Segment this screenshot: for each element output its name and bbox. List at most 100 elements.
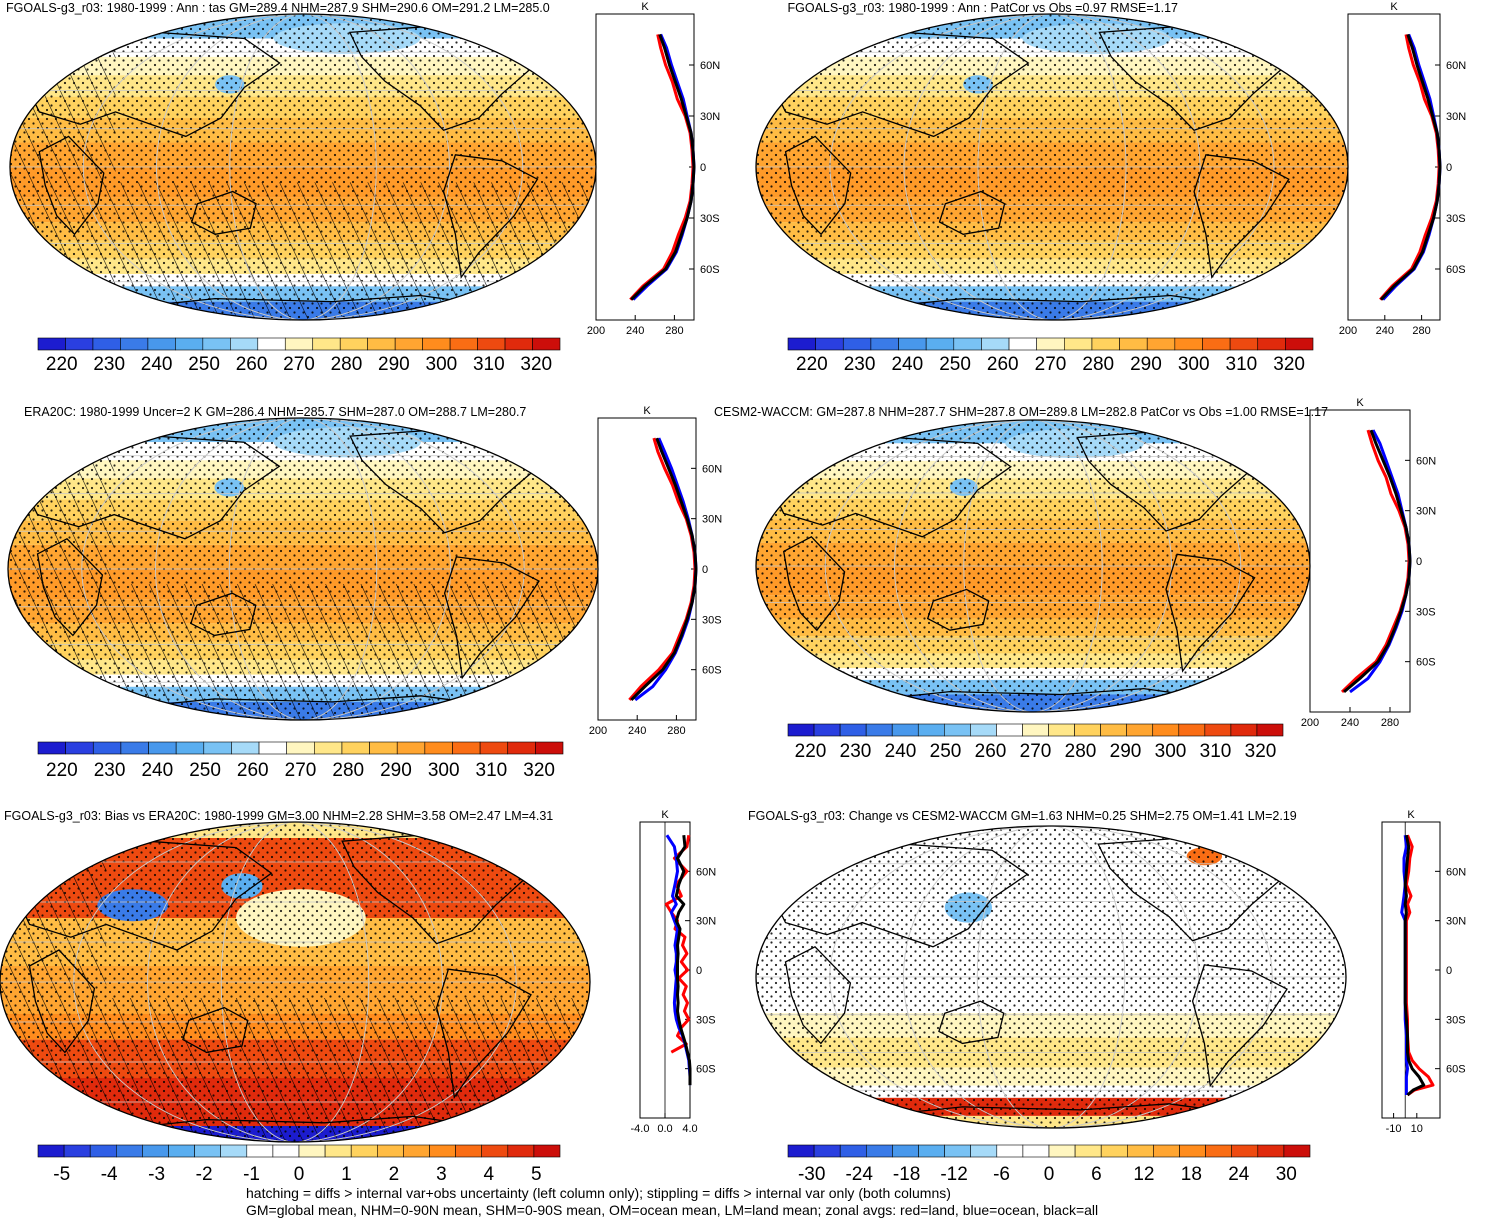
zonal-x-label: 240 (628, 725, 646, 737)
colorbar-tick-label: -18 (893, 1164, 920, 1185)
colorbar-swatch (787, 723, 815, 737)
zonal-lat-label: 60S (702, 665, 722, 677)
colorbar-tick-label: 260 (987, 354, 1019, 375)
colorbar-tick-label: 6 (1091, 1164, 1102, 1185)
colorbar-tick-label: 1 (341, 1164, 352, 1185)
colorbar-tick-label: -3 (148, 1164, 165, 1185)
colorbar-swatch (1174, 337, 1203, 351)
zonal-line-all (1403, 834, 1426, 1097)
zonal-lat-label: 60S (696, 1064, 716, 1076)
colorbar-swatch (1091, 337, 1120, 351)
colorbar-tick-label: 290 (380, 760, 412, 781)
colorbar-swatch (1008, 337, 1037, 351)
hatching-overlay (10, 14, 116, 183)
colorbar-swatch (1205, 1144, 1232, 1158)
colorbar-tick-label: 310 (1200, 741, 1232, 762)
coastline (38, 135, 105, 236)
coastline (784, 946, 852, 1045)
zonal-lat-label: 30N (702, 514, 722, 526)
zonal-plot-6: 60N 30N 0 30S 60S -10 10 K (1381, 809, 1466, 1135)
zonal-line-ocean (632, 33, 696, 301)
colorbar-swatch (175, 741, 205, 755)
zonal-lat-label: 60S (1446, 264, 1466, 276)
coastline (782, 535, 846, 632)
colorbar-swatch (1202, 337, 1231, 351)
colorbar-swatch (507, 1144, 535, 1158)
colorbar-swatch (175, 337, 204, 351)
colorbar-swatch (535, 741, 564, 755)
zonal-lat-label: 60N (702, 463, 722, 475)
colorbar-tick-label: 290 (1130, 354, 1162, 375)
zonal-frame (1309, 409, 1411, 713)
panel-title: FGOALS-g3_r03: 1980-1999 : Ann : PatCor … (788, 1, 1179, 15)
colorbar-swatch (953, 337, 982, 351)
zonal-x-label: 240 (626, 325, 644, 337)
colorbar-swatch (1022, 1144, 1050, 1158)
colorbar-swatch (1257, 1144, 1285, 1158)
colorbar-tick-label: -12 (940, 1164, 967, 1185)
colorbar-swatch (1127, 1144, 1154, 1158)
colorbar-swatch (898, 337, 927, 351)
colorbar-swatch (1036, 337, 1065, 351)
colorbar-swatch (168, 1144, 195, 1158)
colorbar-swatch (477, 337, 506, 351)
colorbar-tick-label: 18 (1181, 1164, 1202, 1185)
zonal-x-label: 280 (1381, 717, 1399, 729)
colorbar-tick-label: 0 (1044, 1164, 1055, 1185)
zonal-lat-label: 60N (696, 866, 716, 878)
zonal-x-label: 200 (589, 725, 607, 737)
zonal-line-all (630, 437, 698, 701)
colorbar-tick-label: 260 (975, 741, 1007, 762)
zonal-lat-label: 30S (696, 1014, 716, 1026)
colorbar-swatch (341, 741, 370, 755)
colorbar-swatch (65, 337, 94, 351)
zonal-lat-label: 30N (696, 916, 716, 928)
colorbar-tick-label: 260 (236, 354, 268, 375)
zonal-frame (595, 13, 695, 321)
colorbar-swatch (324, 1144, 352, 1158)
colorbar-tick-label: 290 (1110, 741, 1142, 762)
zonal-lat-label: 0 (700, 162, 706, 174)
colorbar-swatch (37, 741, 66, 755)
panel-title: FGOALS-g3_r03: Change vs CESM2-WACCM GM=… (748, 809, 1297, 823)
colorbar-swatch (533, 1144, 561, 1158)
zonal-lat-label: 30S (700, 213, 720, 225)
colorbar-tick-label: 12 (1133, 1164, 1154, 1185)
colorbar-tick-label: 220 (795, 741, 827, 762)
colorbar-tick-label: 310 (476, 760, 508, 781)
coastline (938, 1000, 1005, 1045)
coastline (926, 588, 990, 631)
colorbar-swatch (981, 337, 1010, 351)
colorbar-6: -30 -24 -18 -12 -6 0 6 12 18 24 30 (787, 1144, 1311, 1185)
coastline (190, 592, 257, 637)
zonal-line-land (1340, 429, 1411, 693)
colorbar-tick-label: 24 (1228, 1164, 1250, 1185)
colorbar-swatch (504, 337, 533, 351)
colorbar-tick-label: 300 (1155, 741, 1187, 762)
colorbar-swatch (481, 1144, 509, 1158)
colorbar-tick-label: 280 (1065, 741, 1097, 762)
colorbar-tick-label: 290 (378, 354, 410, 375)
colorbar-swatch (925, 337, 955, 351)
zonal-x-label: 240 (1376, 325, 1394, 337)
colorbar-swatch (202, 337, 231, 351)
zonal-lat-label: 0 (702, 564, 708, 576)
colorbar-tick-label: 300 (1178, 354, 1210, 375)
colorbar-swatch (286, 741, 315, 755)
colorbar-5: -5 -4 -3 -2 -1 0 1 2 3 4 5 (37, 1144, 561, 1185)
zonal-lat-label: 60N (1416, 455, 1436, 467)
colorbar-tick-label: 320 (1245, 741, 1277, 762)
colorbar-swatch (970, 723, 997, 737)
figure: FGOALS-g3_r03: 1980-1999 : Ann : tas GM=… (0, 1, 1466, 1185)
colorbar-swatch (1231, 1144, 1259, 1158)
zonal-line-land (1379, 34, 1441, 301)
colorbar-swatch (944, 723, 971, 737)
colorbar-swatch (1048, 1144, 1076, 1158)
colorbar-swatch (996, 1144, 1024, 1158)
colorbar-tick-label: 230 (93, 354, 125, 375)
coastline (36, 538, 104, 637)
colorbar-swatch (194, 1144, 222, 1158)
zonal-lat-label: 30N (1446, 111, 1466, 123)
colorbar-swatch (996, 723, 1023, 737)
zonal-unit-label: K (661, 809, 669, 821)
